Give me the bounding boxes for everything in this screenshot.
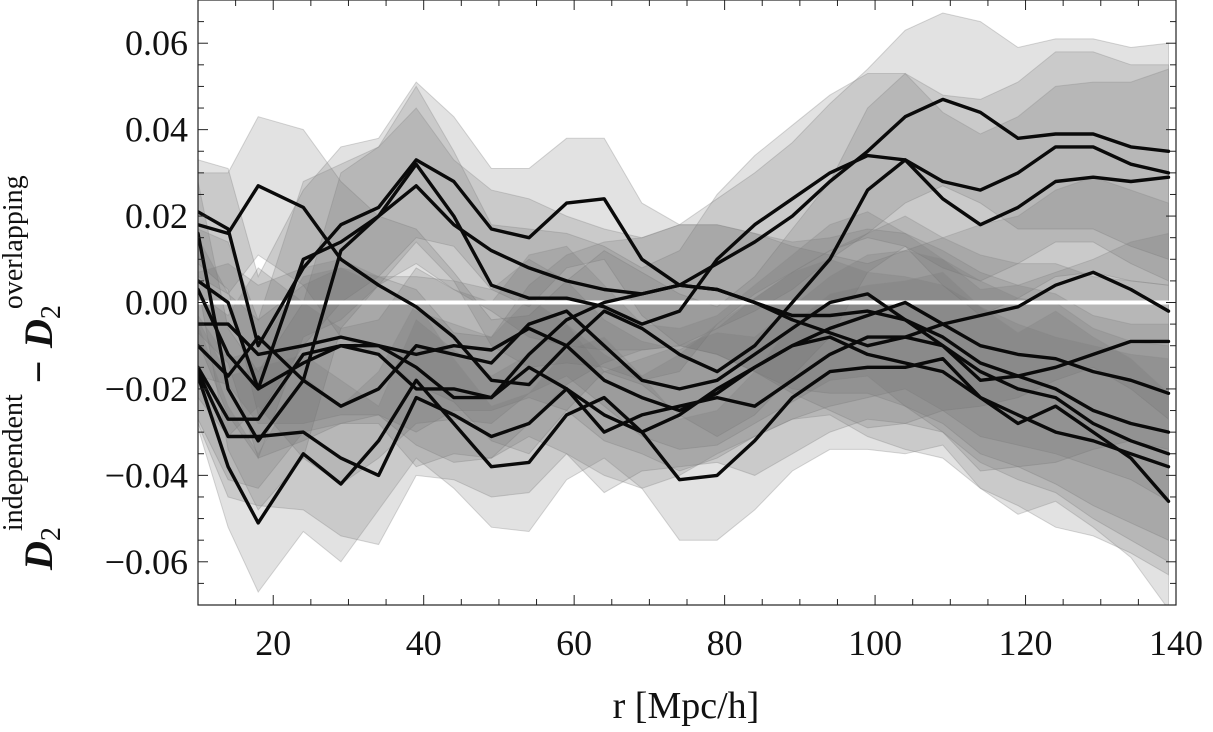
series-line-s3 <box>198 153 1171 443</box>
series-line-s8 <box>198 335 1171 456</box>
y-tick-label: −0.04 <box>105 455 188 495</box>
y-label-sup-overlapping: overlapping <box>0 175 29 309</box>
x-tick-label: 120 <box>999 623 1053 663</box>
band-s7 <box>198 211 1169 541</box>
series-line-s6 <box>198 300 1171 413</box>
y-axis-label: D2independent−D2overlapping <box>0 175 67 571</box>
series-line-s9 <box>198 335 1171 478</box>
band-s1 <box>198 12 1169 417</box>
series-line-s10 <box>198 357 1171 525</box>
y-tick-label: 0.02 <box>125 196 188 236</box>
series-line-s7 <box>198 292 1171 434</box>
y-label-d-independent: D <box>16 541 61 571</box>
x-axis-label: r [Mpc/h] <box>613 685 760 727</box>
x-tick-label: 80 <box>707 623 743 663</box>
y-label-d-overlapping: D <box>16 319 61 349</box>
svg-text:D2independent−D2overlapping: D2independent−D2overlapping <box>0 175 67 571</box>
band-s2 <box>198 51 1169 455</box>
y-tick-label: −0.06 <box>105 542 188 582</box>
series-line-s5 <box>198 283 1171 400</box>
x-tick-label: 100 <box>848 623 902 663</box>
uncertainty-bands <box>198 12 1169 605</box>
y-label-sub-1: 2 <box>36 527 67 541</box>
x-tick-label: 60 <box>556 623 592 663</box>
band-s10 <box>198 271 1169 605</box>
x-tick-label: 140 <box>1149 623 1203 663</box>
series-line-s2 <box>198 145 1171 387</box>
x-axis-ticks: 20 40 60 80 100 120 140 <box>197 0 1203 663</box>
x-tick-label: 20 <box>255 623 291 663</box>
y-label-minus: − <box>16 360 61 384</box>
series-lines <box>198 97 1171 525</box>
y-tick-label: 0.06 <box>125 23 188 63</box>
y-label-sup-independent: independent <box>0 394 29 531</box>
y-tick-label: −0.02 <box>105 369 188 409</box>
y-axis-ticks: −0.06 −0.04 −0.02 0.00 0.02 0.04 0.06 <box>105 0 1176 606</box>
y-tick-label: 0.00 <box>125 283 188 323</box>
y-tick-label: 0.04 <box>125 110 188 150</box>
x-tick-label: 40 <box>406 623 442 663</box>
y-label-sub-2: 2 <box>36 305 67 319</box>
